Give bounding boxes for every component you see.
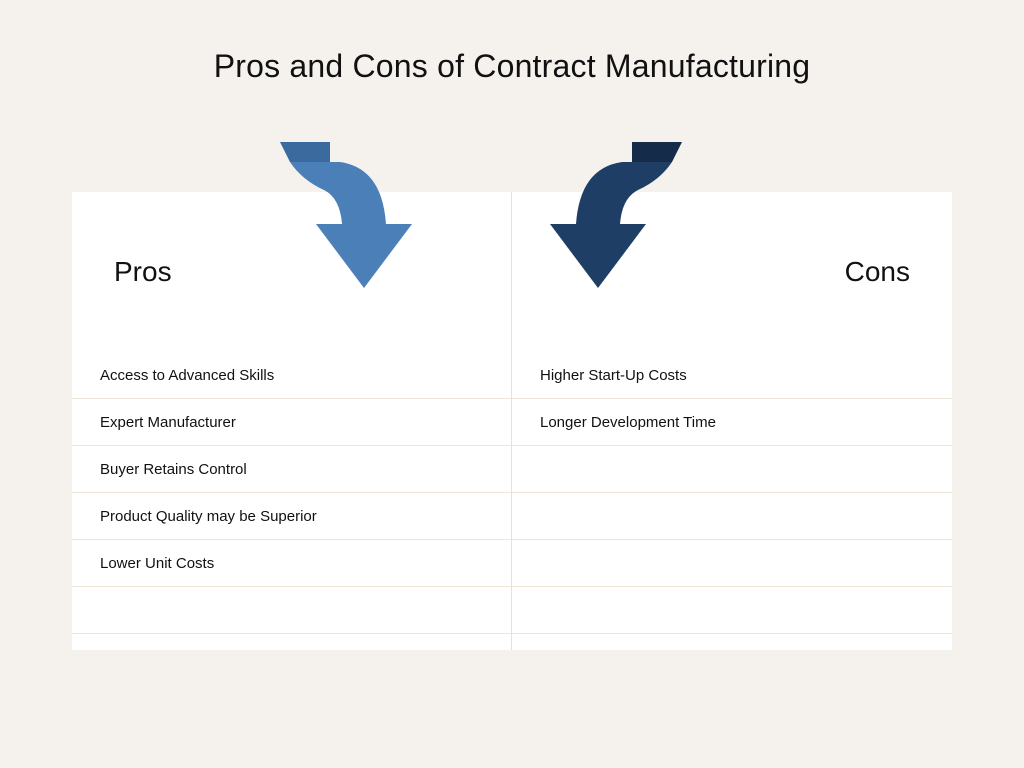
list-item: [512, 493, 952, 540]
list-item: [72, 587, 511, 634]
page-title: Pros and Cons of Contract Manufacturing: [0, 0, 1024, 85]
cons-column: Cons Higher Start-Up Costs Longer Develo…: [512, 192, 952, 650]
list-item: [512, 446, 952, 493]
list-item: Buyer Retains Control: [72, 446, 511, 493]
cons-rows: Higher Start-Up Costs Longer Development…: [512, 352, 952, 634]
pros-header: Pros: [72, 192, 511, 352]
list-item: Expert Manufacturer: [72, 399, 511, 446]
list-item: Access to Advanced Skills: [72, 352, 511, 399]
pros-column: Pros Access to Advanced Skills Expert Ma…: [72, 192, 512, 650]
list-item: Higher Start-Up Costs: [512, 352, 952, 399]
list-item: Lower Unit Costs: [72, 540, 511, 587]
list-item: [512, 587, 952, 634]
pros-cons-card: Pros Access to Advanced Skills Expert Ma…: [72, 192, 952, 650]
list-item: Product Quality may be Superior: [72, 493, 511, 540]
cons-header: Cons: [512, 192, 952, 352]
pros-rows: Access to Advanced Skills Expert Manufac…: [72, 352, 511, 634]
list-item: [512, 540, 952, 587]
list-item: Longer Development Time: [512, 399, 952, 446]
